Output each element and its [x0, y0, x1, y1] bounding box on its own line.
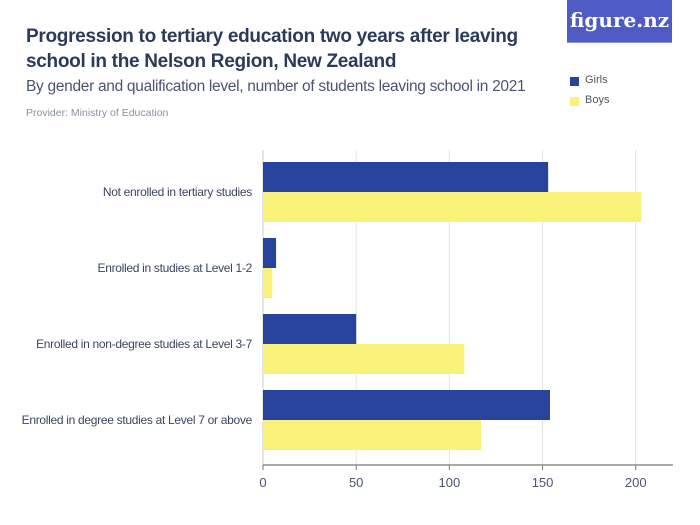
bar-girls [263, 162, 549, 192]
category-label: Not enrolled in tertiary studies [103, 185, 252, 199]
legend-swatch-boys [570, 97, 579, 106]
x-tick-label: 0 [259, 475, 266, 490]
provider-label: Provider: Ministry of Education [26, 107, 169, 119]
x-tick-label: 100 [439, 475, 461, 490]
legend-label: Boys [585, 94, 610, 106]
x-tick-label: 200 [625, 475, 647, 490]
bar-boys [263, 192, 642, 222]
bar-boys [263, 420, 482, 450]
bar-boys [263, 344, 465, 374]
bar-boys [263, 268, 273, 298]
figure-nz-logo[interactable]: figure.nz [567, 0, 672, 43]
x-tick-label: 50 [349, 475, 363, 490]
category-label: Enrolled in degree studies at Level 7 or… [22, 413, 253, 427]
category-label: Enrolled in studies at Level 1-2 [98, 261, 253, 275]
bar-girls [263, 390, 550, 420]
bar-girls [263, 314, 357, 344]
chart-subtitle: By gender and qualification level, numbe… [26, 78, 526, 95]
legend: Girls Boys [570, 70, 609, 110]
chart-title: Progression to tertiary education two ye… [26, 26, 518, 72]
legend-item-boys: Boys [570, 90, 609, 110]
bar-girls [263, 238, 277, 268]
legend-label: Girls [585, 74, 608, 86]
legend-swatch-girls [570, 77, 579, 86]
category-label: Enrolled in non-degree studies at Level … [36, 337, 253, 351]
legend-item-girls: Girls [570, 70, 609, 90]
x-tick-label: 150 [532, 475, 554, 490]
